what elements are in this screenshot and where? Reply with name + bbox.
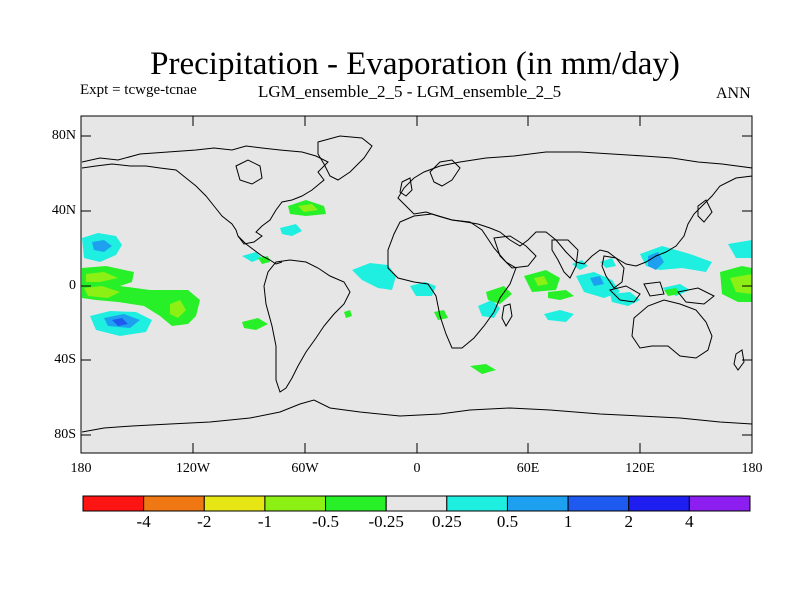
colorbar-box bbox=[567, 495, 630, 512]
lon-label-60e: 60E bbox=[516, 461, 540, 476]
colorbar-label: 4 bbox=[685, 512, 694, 531]
colorbar-box bbox=[203, 495, 266, 512]
australia-coast bbox=[631, 299, 713, 359]
lat-label-40n: 40N bbox=[51, 203, 76, 218]
south-america-coast bbox=[263, 259, 351, 393]
europe-asia-coast bbox=[397, 151, 753, 267]
patch-strong-west-pacific bbox=[648, 252, 664, 270]
experiment-label: Expt = tcwge-tcnae bbox=[80, 82, 197, 98]
patch-strong-indian bbox=[590, 276, 604, 286]
anomaly-patches bbox=[82, 200, 752, 374]
madagascar bbox=[501, 303, 513, 328]
colorbar-box bbox=[688, 495, 751, 512]
colorbar-label: 0.5 bbox=[496, 512, 519, 531]
lon-label-120w: 120W bbox=[175, 461, 211, 476]
lat-label-40s: 40S bbox=[54, 352, 76, 367]
lon-label-0: 0 bbox=[413, 461, 421, 476]
patch-neg-brazil-coast bbox=[344, 310, 352, 318]
patch-pos-philippines bbox=[600, 258, 616, 268]
africa-coast bbox=[387, 213, 517, 349]
patch-neg-indian-mid bbox=[548, 290, 574, 300]
lon-label-60w: 60W bbox=[291, 461, 319, 476]
patch-pos-atlantic-eq bbox=[352, 263, 396, 290]
colorbar-box bbox=[82, 495, 145, 512]
colorbar-box bbox=[506, 495, 569, 512]
india bbox=[551, 239, 579, 279]
colorbar bbox=[82, 495, 751, 512]
patch-pos-nw-atlantic bbox=[242, 252, 262, 262]
southeast-asia bbox=[601, 255, 625, 289]
lat-tick-marks bbox=[81, 135, 752, 436]
colorbar-label: 2 bbox=[624, 512, 633, 531]
new-guinea bbox=[677, 287, 715, 305]
coastlines bbox=[81, 135, 753, 433]
patch-pos-caribbean bbox=[280, 224, 302, 236]
north-america-coast bbox=[81, 145, 329, 245]
patch-neg-indonesia bbox=[664, 288, 680, 296]
central-america bbox=[237, 235, 283, 265]
patch-neg-strong-pacific2 bbox=[84, 286, 120, 298]
greenland bbox=[317, 135, 373, 181]
borneo-sumatra bbox=[609, 281, 665, 303]
patch-pos-indian-south bbox=[544, 310, 574, 322]
colorbar-box bbox=[264, 495, 327, 512]
lon-label-180w: 180 bbox=[70, 461, 92, 476]
new-zealand bbox=[733, 349, 745, 371]
patch-neg-strong-indian bbox=[534, 276, 548, 286]
scandinavia bbox=[429, 159, 461, 187]
patch-pos-maritime-sw bbox=[610, 292, 640, 306]
patch-neg-s-atlantic bbox=[242, 318, 268, 330]
colorbar-label: 0.25 bbox=[431, 512, 462, 531]
patch-neg-strong-natl bbox=[298, 204, 318, 212]
map-title: Precipitation - Evaporation (in mm/day) bbox=[150, 46, 680, 82]
colorbar-label: -0.5 bbox=[312, 512, 339, 531]
patch-neg-south-africa bbox=[470, 364, 496, 374]
lon-label-180e: 180 bbox=[741, 461, 763, 476]
ensemble-label: LGM_ensemble_2_5 - LGM_ensemble_2_5 bbox=[258, 82, 562, 101]
britain bbox=[399, 177, 413, 197]
colorbar-box bbox=[143, 495, 205, 512]
patch-pos-nw-pacific-edge bbox=[728, 240, 752, 258]
colorbar-label: -0.25 bbox=[368, 512, 404, 531]
lat-label-80s: 80S bbox=[54, 427, 76, 442]
lat-label-80n: 80N bbox=[51, 128, 76, 143]
patch-very-strong-pacific bbox=[112, 318, 128, 326]
colorbar-box bbox=[385, 495, 448, 512]
colorbar-label: -2 bbox=[197, 512, 212, 531]
lon-label-120e: 120E bbox=[625, 461, 655, 476]
lon-tick-marks bbox=[192, 116, 641, 453]
colorbar-label: -1 bbox=[257, 512, 272, 531]
colorbar-box bbox=[446, 495, 508, 512]
patch-neg-strong-pacific3 bbox=[170, 300, 186, 318]
colorbar-label: 1 bbox=[563, 512, 573, 531]
patch-neg-strong-wpac-edge bbox=[730, 274, 752, 294]
arabia bbox=[493, 235, 537, 269]
season-label: ANN bbox=[716, 85, 751, 102]
patch-neg-strong-pacific bbox=[86, 272, 118, 282]
patch-pos-mozambique bbox=[478, 300, 500, 318]
colorbar-box bbox=[628, 495, 690, 512]
colorbar-box bbox=[325, 495, 387, 512]
japan bbox=[697, 199, 713, 223]
hudson-bay bbox=[235, 159, 263, 185]
colorbar-label: -4 bbox=[136, 512, 151, 531]
patch-strong-pacific-ne bbox=[92, 240, 112, 252]
patch-neg-africa-sw bbox=[434, 310, 448, 320]
antarctica-coast bbox=[81, 399, 753, 433]
lat-label-0: 0 bbox=[69, 278, 76, 293]
